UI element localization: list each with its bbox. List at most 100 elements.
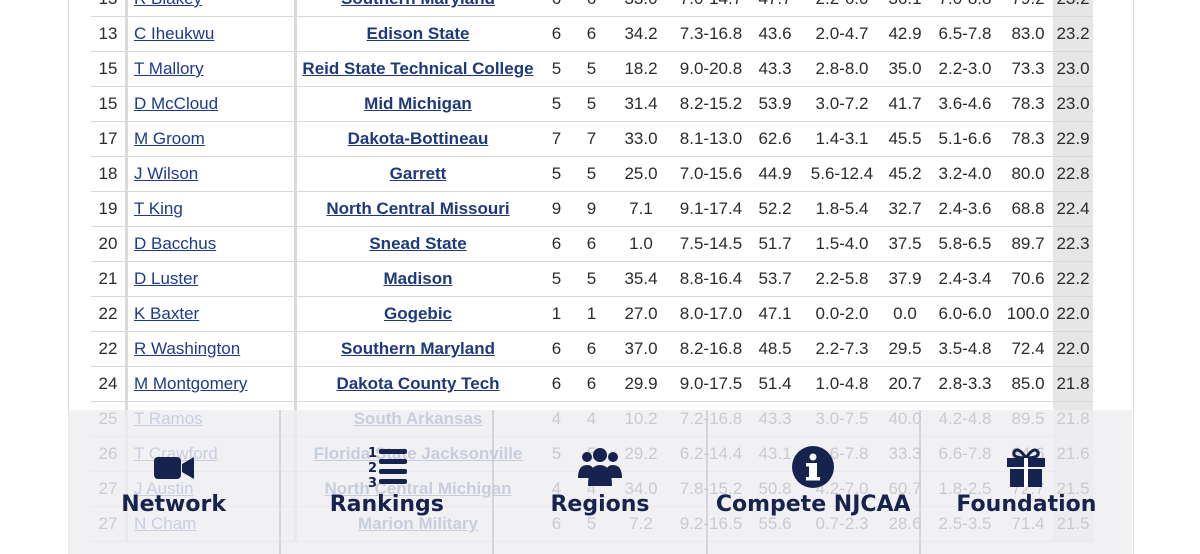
free-throw-pct-cell: 78.3 [1003,121,1053,157]
free-throw-pct-cell: 100.0 [1003,296,1053,332]
field-goals-cell: 9.0-17.5 [673,366,749,402]
school-name-link[interactable]: North Central Missouri [326,199,510,218]
svg-text:3: 3 [368,476,377,490]
school-cell: Garrett [295,156,539,192]
table-row: 17 M Groom Dakota-Bottineau 7 7 33.0 8.1-13.0 6… [91,121,1093,157]
bottom-navigation-bar: Network 1 2 3 Rankings Regions [68,410,1132,554]
nav-regions[interactable]: Regions [492,410,705,554]
svg-text:2: 2 [368,461,377,476]
rank-cell: 13 [91,16,128,52]
points-per-game-cell: 22.0 [1053,296,1093,332]
player-name-link[interactable]: R Blakey [134,0,202,8]
field-goals-cell: 7.5-14.5 [673,226,749,262]
games-played-cell: 7 [539,121,574,157]
school-name-link[interactable]: Mid Michigan [364,94,472,113]
free-throws-cell: 5.8-6.5 [927,226,1003,262]
minutes-cell: 33.0 [609,121,673,157]
player-name-link[interactable]: D Luster [134,269,199,288]
games-started-cell: 1 [574,296,609,332]
games-started-cell: 7 [574,121,609,157]
field-goal-pct-cell: 51.4 [749,366,801,402]
player-name-link[interactable]: M Groom [134,129,205,148]
free-throw-pct-cell: 85.0 [1003,366,1053,402]
school-name-link[interactable]: Southern Maryland [341,339,495,358]
player-name-link[interactable]: D Bacchus [134,234,217,253]
player-name-link[interactable]: M Montgomery [134,374,248,393]
player-name-link[interactable]: C Iheukwu [134,24,215,43]
free-throw-pct-cell: 83.0 [1003,16,1053,52]
table-row: 21 D Luster Madison 5 5 35.4 8.8-16.4 53.7 2.2-5… [91,261,1093,297]
minutes-cell: 35.4 [609,261,673,297]
three-pointers-cell: 2.2-5.8 [801,261,883,297]
table-row: 22 R Washington Southern Maryland 6 6 37.0 8.2… [91,331,1093,367]
rank-cell: 13 [91,0,128,17]
three-pointers-cell: 1.4-3.1 [801,121,883,157]
rank-cell: 15 [91,86,128,122]
free-throws-cell: 6.0-6.0 [927,296,1003,332]
field-goal-pct-cell: 43.3 [749,51,801,87]
three-point-pct-cell: 42.9 [883,16,927,52]
nav-network[interactable]: Network [68,410,279,554]
player-name-link[interactable]: R Washington [134,339,241,358]
minutes-cell: 18.2 [609,51,673,87]
minutes-cell: 29.9 [609,366,673,402]
player-cell: D Bacchus [126,226,297,262]
nav-compete-njcaa[interactable]: Compete NJCAA [705,410,919,554]
three-point-pct-cell: 20.7 [883,366,927,402]
three-pointers-cell: 1.8-5.4 [801,191,883,227]
player-name-link[interactable]: T Mallory [134,59,204,78]
player-cell: R Washington [126,331,297,367]
group-icon [578,448,622,486]
school-name-link[interactable]: Dakota-Bottineau [347,129,489,148]
player-name-link[interactable]: J Wilson [134,164,199,183]
three-pointers-cell: 3.0-7.2 [801,86,883,122]
field-goals-cell: 8.1-13.0 [673,121,749,157]
field-goals-cell: 7.3-16.8 [673,16,749,52]
video-camera-icon [153,457,194,479]
games-played-cell: 5 [539,86,574,122]
free-throw-pct-cell: 89.7 [1003,226,1053,262]
school-name-link[interactable]: Southern Maryland [341,0,495,8]
rank-cell: 19 [91,191,128,227]
rank-cell: 22 [91,331,128,367]
nav-foundation-label: Foundation [956,492,1097,517]
school-cell: Edison State [295,16,539,52]
school-name-link[interactable]: Snead State [369,234,467,253]
field-goals-cell: 9.1-17.4 [673,191,749,227]
rank-cell: 22 [91,296,128,332]
games-played-cell: 5 [539,51,574,87]
minutes-cell: 31.4 [609,86,673,122]
school-name-link[interactable]: Gogebic [383,304,452,323]
minutes-cell: 37.0 [609,331,673,367]
minutes-cell: 25.0 [609,156,673,192]
school-name-link[interactable]: Garrett [389,164,447,183]
points-per-game-cell: 23.2 [1053,0,1093,17]
rank-cell: 20 [91,226,128,262]
player-name-link[interactable]: K Baxter [134,304,200,323]
free-throw-pct-cell: 78.3 [1003,86,1053,122]
free-throw-pct-cell: 79.2 [1003,0,1053,17]
minutes-cell: 34.2 [609,16,673,52]
nav-rankings[interactable]: 1 2 3 Rankings [279,410,492,554]
points-per-game-cell: 23.0 [1053,51,1093,87]
games-played-cell: 6 [539,16,574,52]
nav-regions-label: Regions [550,492,650,517]
field-goals-cell: 8.8-16.4 [673,261,749,297]
school-name-link[interactable]: Dakota County Tech [336,374,500,393]
player-name-link[interactable]: T King [134,199,183,218]
three-point-pct-cell: 29.5 [883,331,927,367]
player-name-link[interactable]: D McCloud [134,94,219,113]
player-cell: T King [126,191,297,227]
games-started-cell: 6 [574,0,609,17]
field-goal-pct-cell: 52.2 [749,191,801,227]
svg-text:1: 1 [368,446,377,461]
player-cell: T Mallory [126,51,297,87]
player-cell: R Blakey [126,0,297,17]
table-row: 13 C Iheukwu Edison State 6 6 34.2 7.3-16.8 43.… [91,16,1093,52]
school-name-link[interactable]: Madison [383,269,453,288]
field-goals-cell: 8.2-15.2 [673,86,749,122]
three-pointers-cell: 5.6-12.4 [801,156,883,192]
school-name-link[interactable]: Edison State [366,24,470,43]
nav-foundation[interactable]: Foundation [918,410,1132,554]
school-name-link[interactable]: Reid State Technical College [302,59,534,78]
